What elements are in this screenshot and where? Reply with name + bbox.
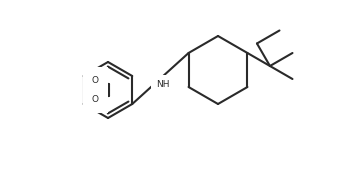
Text: O: O [92, 95, 99, 104]
Text: O: O [92, 76, 99, 85]
Text: NH: NH [156, 79, 169, 89]
